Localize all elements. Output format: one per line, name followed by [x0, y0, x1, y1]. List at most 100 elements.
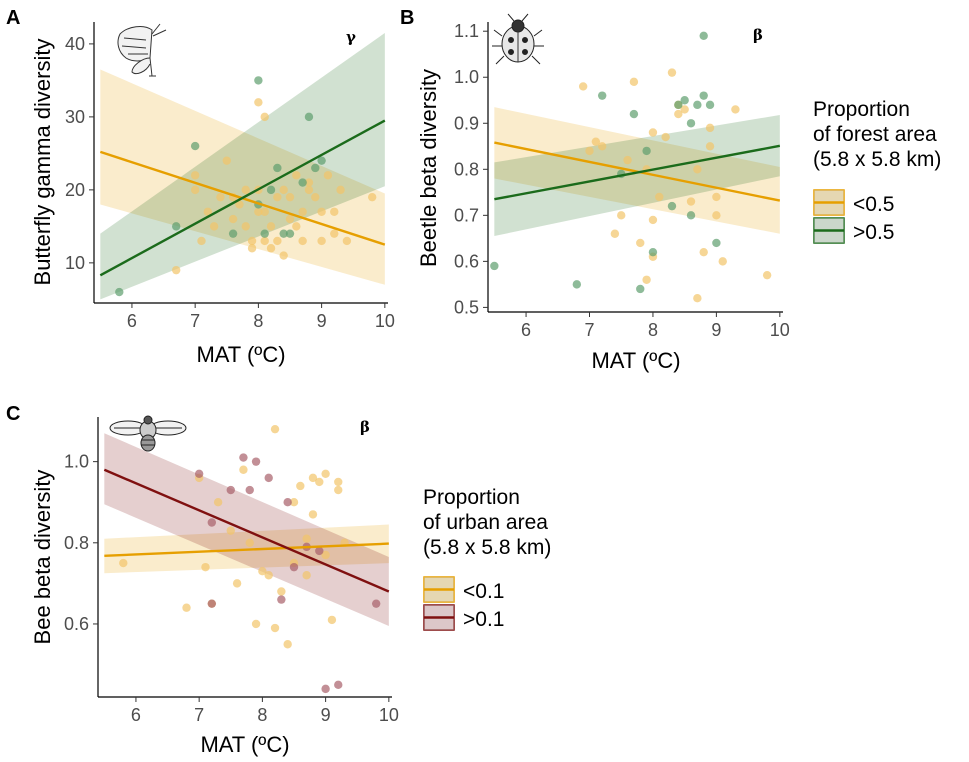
panel-c-point-lt-0-1-10: [251, 619, 261, 629]
panel-a-point-lt-0-5-23: [273, 192, 282, 202]
panel-b-point-lt-0-5-27: [712, 211, 721, 220]
panel-c-point-gt-0-1-2: [207, 599, 217, 608]
panel-b-point-gt-0-5-14: [699, 31, 708, 41]
panel-a-point-lt-0-5-33: [304, 185, 314, 195]
panel-c-point-lt-0-1-5: [213, 498, 223, 507]
legend-urban-title-line-1: Proportion: [423, 486, 520, 509]
panel-b-point-lt-0-5-15: [661, 132, 670, 142]
panel-c-point-lt-0-1-24: [315, 477, 324, 487]
panel-a-point-gt-0-5-9: [279, 229, 288, 238]
panel-a-point-lt-0-5-34: [304, 178, 314, 187]
panel-a-points: [115, 76, 377, 297]
panel-b-point-lt-0-5-10: [642, 275, 651, 284]
panel-b-point-lt-0-5-26: [712, 192, 721, 202]
panel-a-point-lt-0-5-22: [266, 222, 276, 231]
panel-b-point-gt-0-5-9: [674, 100, 683, 110]
panel-c-point-lt-0-1-11: [258, 567, 267, 576]
panel-b-point-lt-0-5-16: [667, 68, 677, 77]
legend-urban-key-high: [423, 604, 455, 631]
panel-b-x-tick-label-8: 8: [648, 320, 658, 340]
panel-c-y-ticks: 0.6 0.8 1.0: [64, 452, 98, 634]
panel-a-point-lt-0-5-4: [203, 207, 213, 216]
panel-a-point-lt-0-5-40: [330, 229, 339, 238]
panel-a-point-gt-0-5-3: [228, 229, 238, 238]
panel-a-point-lt-0-5-1: [190, 171, 200, 180]
legend-forest-key-low: [813, 189, 845, 216]
panel-a-point-lt-0-5-11: [241, 185, 250, 195]
panel-c-point-gt-0-1-10: [289, 562, 299, 572]
panel-c-point-gt-0-1-13: [321, 684, 330, 694]
panel-c-x-tick-label-6: 6: [131, 705, 141, 725]
panel-c-point-gt-0-1-1: [207, 518, 217, 527]
panel-b-y-tick-label-1.1: 1.1: [454, 21, 479, 41]
panel-c-point-lt-0-1-16: [283, 640, 292, 649]
panel-b-point-lt-0-5-12: [648, 215, 658, 225]
legend-forest-label-low: <0.5: [853, 193, 894, 216]
panel-c-y-tick-label-1.0: 1.0: [64, 452, 89, 472]
panel-c-point-lt-0-1-22: [308, 510, 318, 519]
panel-a-y-tick-label-20: 20: [65, 180, 85, 200]
panel-a-point-gt-0-5-8: [273, 163, 282, 173]
panel-c-fit-line-gt-0-1: [103, 468, 390, 593]
panel-a-point-lt-0-5-20: [260, 236, 269, 246]
panel-c-point-lt-0-1-9: [245, 538, 254, 547]
panel-a-point-lt-0-5-2: [190, 185, 200, 195]
panel-b-point-lt-0-5-5: [617, 211, 626, 220]
panel-c-point-lt-0-1-13: [270, 623, 280, 633]
panel-b-point-gt-0-5-17: [712, 238, 721, 248]
legend-urban-label-low: <0.1: [463, 580, 504, 603]
panel-a-point-lt-0-5-35: [311, 192, 320, 202]
panel-a-point-lt-0-5-18: [260, 112, 269, 122]
panel-b-point-lt-0-5-8: [636, 238, 645, 248]
panel-c-x-tick-label-10: 10: [379, 705, 399, 725]
legend-urban-label-high: >0.1: [463, 608, 504, 631]
legend-urban-title-line-3: (5.8 x 5.8 km): [423, 536, 551, 559]
panel-b-point-lt-0-5-6: [623, 155, 632, 165]
panel-b-y-tick-label-0.8: 0.8: [454, 159, 479, 179]
panel-b-point-lt-0-5-19: [680, 105, 689, 114]
panel-b-metric-label: β: [753, 26, 763, 44]
butterfly-icon: [117, 23, 167, 77]
panel-c-x-tick-label-7: 7: [194, 705, 204, 725]
panel-b-point-lt-0-5-11: [648, 128, 658, 137]
panel-b-x-axis-title: MAT (ºC): [591, 348, 680, 373]
legend-forest: Proportion of forest area (5.8 x 5.8 km)…: [813, 98, 941, 244]
legend-forest-title-line-2: of forest area: [813, 123, 937, 146]
panel-a-point-gt-0-5-10: [285, 229, 295, 238]
panel-a-point-lt-0-5-32: [298, 236, 307, 246]
panel-a-x-tick-label-8: 8: [253, 311, 263, 331]
panel-a-point-gt-0-5-11: [298, 178, 307, 187]
panel-a-point-lt-0-5-25: [279, 185, 288, 195]
panel-b-fit-line-gt-0-5: [494, 144, 781, 201]
bee-icon: [109, 415, 187, 452]
panel-c-point-lt-0-1-20: [302, 534, 311, 543]
panel-c-point-lt-0-1-7: [232, 579, 242, 588]
panel-a-point-lt-0-5-42: [342, 236, 352, 246]
panel-b-y-axis-title: Beetle beta diversity: [416, 69, 441, 267]
panel-c-point-lt-0-1-27: [327, 615, 337, 625]
panel-a: A γ 6 7 8 9 10 10 20 30 40 MAT (ºC) Butterfly g…: [6, 7, 395, 367]
panel-b-point-gt-0-5-12: [686, 211, 696, 220]
panel-c-point-lt-0-1-23: [308, 473, 318, 483]
panel-c-point-lt-0-1-19: [296, 481, 305, 491]
panel-b-point-gt-0-5-13: [693, 100, 702, 110]
panel-a-point-lt-0-5-5: [209, 222, 219, 231]
panel-a-point-lt-0-5-0: [171, 265, 181, 275]
ladybird-beetle-icon: [492, 13, 544, 65]
panel-a-point-lt-0-5-14: [247, 244, 257, 253]
panel-a-point-lt-0-5-28: [285, 214, 295, 224]
legend-forest-label-high: >0.5: [853, 221, 894, 244]
panel-b-point-lt-0-5-4: [610, 229, 620, 238]
panel-b-y-tick-label-0.6: 0.6: [454, 251, 479, 271]
panel-b-y-tick-label-0.9: 0.9: [454, 113, 479, 133]
panel-b-point-lt-0-5-1: [585, 146, 594, 156]
panel-a-point-lt-0-5-21: [266, 244, 276, 253]
panel-a-point-lt-0-5-24: [273, 236, 282, 246]
panel-b-point-lt-0-5-20: [686, 197, 696, 206]
panel-c-x-ticks: 6 7 8 9 10: [131, 697, 399, 725]
panel-b-lines: [494, 141, 781, 202]
panel-b-point-gt-0-5-2: [597, 91, 607, 100]
panel-a-point-gt-0-5-12: [304, 112, 314, 122]
panel-c-y-tick-label-0.8: 0.8: [64, 533, 89, 553]
